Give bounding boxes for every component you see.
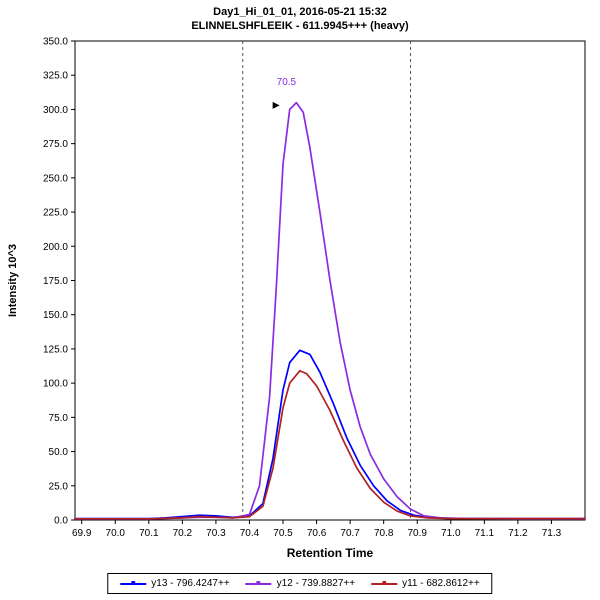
- y-tick-label: 175.0: [43, 276, 68, 287]
- x-tick-label: 70.1: [139, 528, 159, 539]
- legend-line-sample-y11: [371, 580, 398, 585]
- legend-line-sample-y13: [120, 580, 147, 585]
- x-tick-label: 71.1: [475, 528, 495, 539]
- series-trace-y13: [74, 349, 586, 520]
- y-tick-label: 200.0: [43, 242, 68, 253]
- y-tick-label: 350.0: [43, 37, 68, 48]
- legend-item-y11: y11 - 682.8612++: [371, 578, 480, 589]
- legend: y13 - 796.4247++ y12 - 739.8827++ y11 - …: [107, 573, 493, 594]
- legend-item-y13: y13 - 796.4247++: [120, 578, 230, 589]
- peak-rt-annotation: 70.5: [277, 77, 297, 88]
- x-tick-label: 69.9: [72, 528, 92, 539]
- series-trace-y11: [74, 369, 586, 520]
- x-tick-label: 70.8: [374, 528, 394, 539]
- y-tick-label: 50.0: [49, 447, 69, 458]
- x-tick-label: 70.3: [206, 528, 226, 539]
- y-tick-label: 250.0: [43, 173, 68, 184]
- chart-area[interactable]: 0.0 25.0 50.0 75.0 100.0 125.0 150.0 175.0 200.0…: [0, 33, 600, 561]
- x-tick-label: 70.4: [240, 528, 260, 539]
- chart-title-line1: Day1_Hi_01_01, 2016-05-21 15:32: [213, 6, 387, 18]
- y-tick-label: 225.0: [43, 208, 68, 219]
- y-tick-label: 100.0: [43, 379, 68, 390]
- x-tick-label: 70.9: [408, 528, 428, 539]
- y-tick-label: 325.0: [43, 71, 68, 82]
- y-tick-label: 125.0: [43, 344, 68, 355]
- x-tick-label: 70.7: [340, 528, 360, 539]
- legend-label-y12: y12 - 739.8827++: [276, 578, 356, 589]
- x-tick-label: 71.3: [542, 528, 562, 539]
- chromatogram-plot[interactable]: 0.0 25.0 50.0 75.0 100.0 125.0 150.0 175.0 200.0…: [0, 33, 600, 561]
- y-tick-label: 75.0: [49, 413, 69, 424]
- legend-label-y11: y11 - 682.8612++: [402, 578, 480, 589]
- x-tick-label: 71.2: [508, 528, 528, 539]
- y-tick-label: 275.0: [43, 139, 68, 150]
- legend-label-y13: y13 - 796.4247++: [151, 578, 230, 589]
- y-axis-label: Intensity 10^3: [7, 244, 19, 317]
- y-tick-label: 150.0: [43, 310, 68, 321]
- chart-title-line2: ELINNELSHFLEEIK - 611.9945+++ (heavy): [191, 20, 409, 32]
- y-tick-label: 0.0: [54, 516, 68, 527]
- series-trace-y12: [74, 101, 586, 520]
- x-tick-label: 70.5: [273, 528, 293, 539]
- peak-arrow-icon: [272, 101, 280, 109]
- x-tick-label: 70.2: [173, 528, 193, 539]
- legend-line-sample-y12: [245, 580, 272, 585]
- y-tick-label: 25.0: [49, 481, 69, 492]
- x-tick-label: 71.0: [441, 528, 461, 539]
- y-tick-label: 300.0: [43, 105, 68, 116]
- x-tick-label: 70.0: [106, 528, 126, 539]
- x-axis-label: Retention Time: [287, 546, 374, 560]
- legend-item-y12: y12 - 739.8827++: [245, 578, 356, 589]
- chart-header: Day1_Hi_01_01, 2016-05-21 15:32 ELINNELS…: [0, 0, 600, 33]
- x-tick-label: 70.6: [307, 528, 327, 539]
